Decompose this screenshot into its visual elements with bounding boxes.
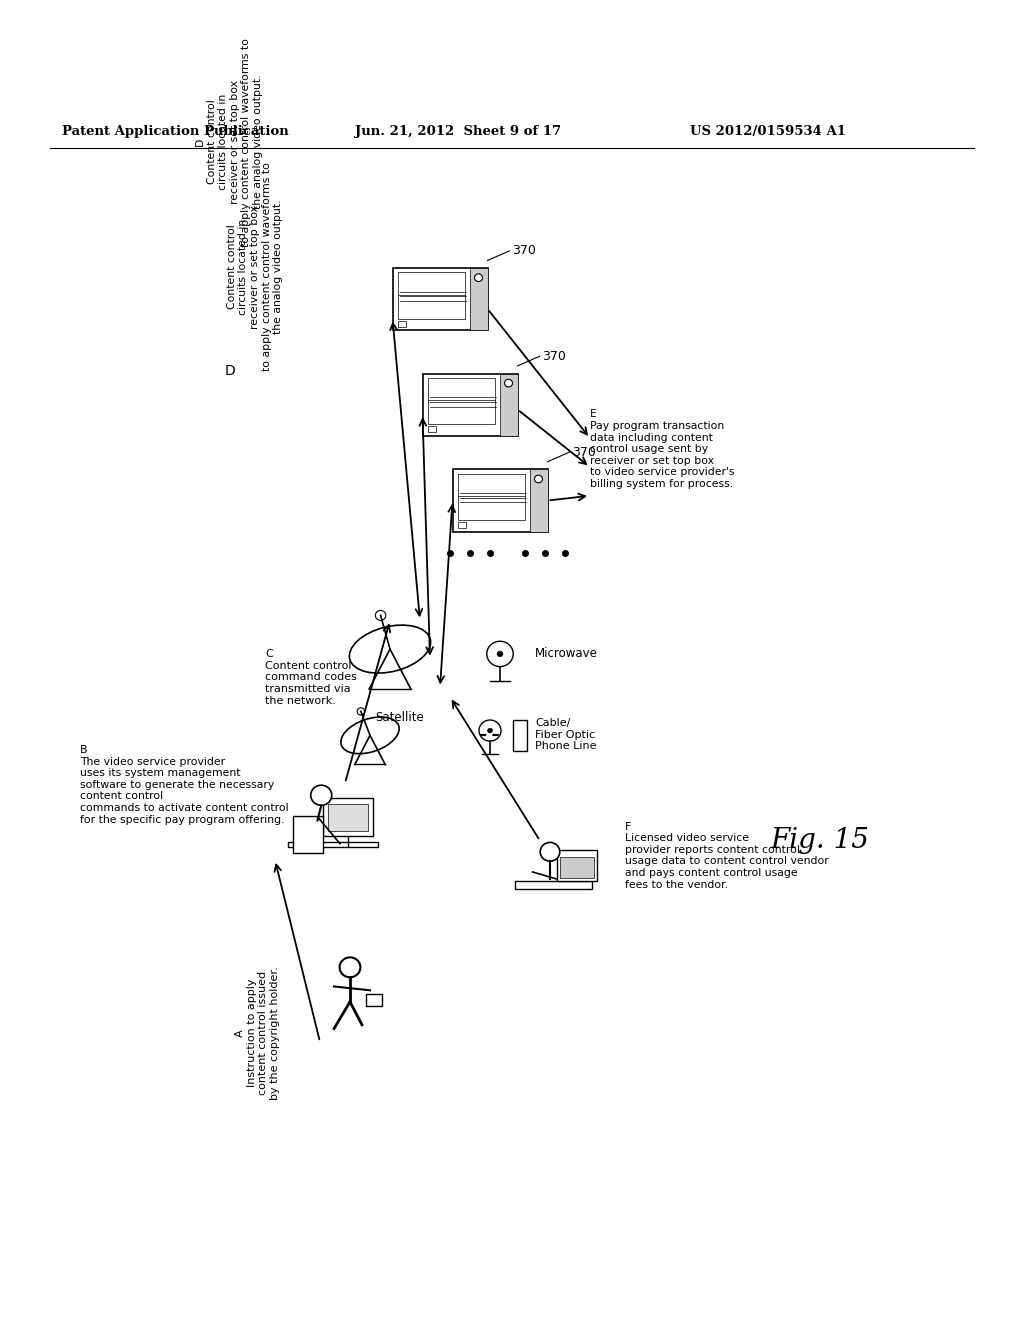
Bar (458, 474, 524, 498)
Text: Satellite: Satellite (376, 711, 424, 725)
Bar (557, 850, 597, 880)
Text: B
The video service provider
uses its system management
software to generate the: B The video service provider uses its sy… (80, 744, 289, 825)
Text: A
Instruction to apply
content control issued
by the copyright holder.: A Instruction to apply content control i… (234, 966, 280, 1100)
Bar (323, 797, 373, 836)
Ellipse shape (341, 717, 399, 754)
Bar (397, 294, 465, 319)
Bar (453, 470, 548, 532)
Bar (397, 272, 465, 297)
Circle shape (486, 642, 513, 667)
Text: Microwave: Microwave (535, 647, 598, 660)
Circle shape (340, 957, 360, 977)
Bar (458, 523, 466, 528)
Circle shape (535, 475, 543, 483)
Circle shape (474, 273, 482, 281)
Text: Cable/
Fiber Optic
Phone Line: Cable/ Fiber Optic Phone Line (535, 718, 597, 751)
Text: Fig. 15: Fig. 15 (771, 828, 869, 854)
Text: 370: 370 (543, 350, 566, 363)
Bar (427, 426, 435, 432)
Text: 370: 370 (512, 244, 537, 257)
Bar (500, 374, 517, 436)
Circle shape (487, 729, 493, 733)
Bar (427, 400, 495, 424)
Circle shape (497, 651, 503, 656)
Text: D
Content control
circuits located in
receiver or set top box
to apply content c: D Content control circuits located in re… (195, 38, 263, 247)
Circle shape (376, 610, 386, 620)
Bar (288, 842, 378, 847)
Bar (423, 374, 517, 436)
Bar (392, 268, 487, 330)
Bar (515, 880, 592, 888)
Bar (397, 321, 406, 326)
Text: F
Licensed video service
provider reports content control
usage data to content : F Licensed video service provider report… (625, 821, 828, 890)
Circle shape (541, 842, 560, 861)
Circle shape (357, 708, 365, 715)
Text: E
Pay program transaction
data including content
control usage sent by
receiver : E Pay program transaction data including… (590, 409, 734, 490)
Text: C
Content control
command codes
transmitted via
the network.: C Content control command codes transmit… (265, 649, 357, 705)
Bar (328, 804, 368, 832)
Text: D: D (224, 364, 236, 378)
Circle shape (310, 785, 332, 805)
Bar (458, 496, 524, 520)
Bar (513, 719, 527, 751)
Bar (366, 994, 382, 1006)
Circle shape (479, 719, 501, 741)
Text: Patent Application Publication: Patent Application Publication (62, 125, 289, 139)
Circle shape (505, 379, 512, 387)
Text: Jun. 21, 2012  Sheet 9 of 17: Jun. 21, 2012 Sheet 9 of 17 (355, 125, 561, 139)
Text: US 2012/0159534 A1: US 2012/0159534 A1 (690, 125, 846, 139)
Text: Content control
circuits located in
receiver or set top box
to apply content con: Content control circuits located in rece… (226, 162, 284, 371)
Ellipse shape (349, 626, 431, 673)
Text: 370: 370 (572, 446, 596, 458)
Bar (427, 378, 495, 401)
Bar (529, 470, 548, 532)
Bar (293, 816, 323, 853)
Bar (469, 268, 487, 330)
Bar (560, 857, 594, 878)
